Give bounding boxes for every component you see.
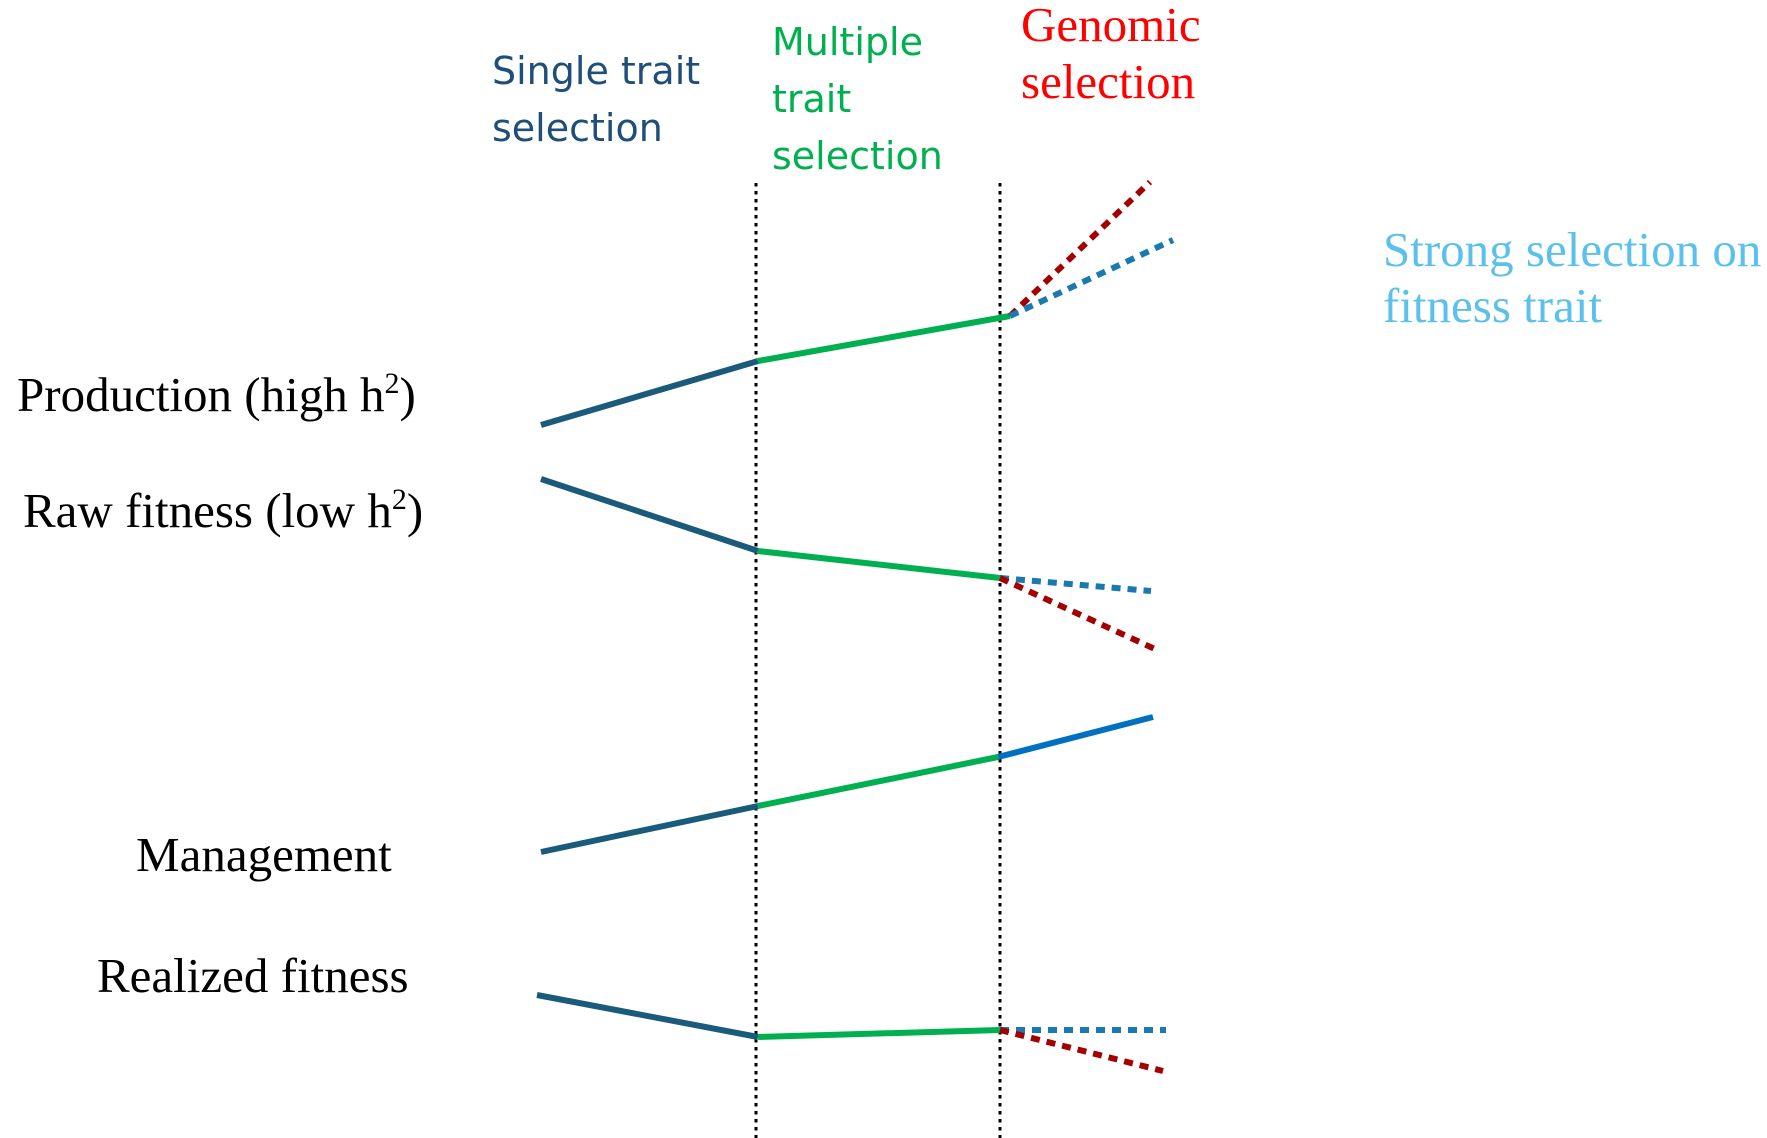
annotation-line-1: Strong selection on xyxy=(1383,222,1761,277)
label-production-sup: 2 xyxy=(384,367,399,400)
annotation-line-2: fitness trait xyxy=(1383,278,1602,333)
label-raw-fitness-close: ) xyxy=(407,483,423,538)
management-segment-genomic xyxy=(997,714,1154,760)
label-production: Production (high h2) xyxy=(17,367,416,422)
label-raw-fitness: Raw fitness (low h2) xyxy=(23,483,423,538)
header-genomic: Genomic selection xyxy=(1021,0,1213,109)
annotation-strong-selection: Strong selection on fitness trait xyxy=(1383,222,1767,333)
realized-fitness-segment-multiple xyxy=(757,1027,1001,1040)
production-segment-multiple xyxy=(757,313,1011,364)
label-management: Management xyxy=(136,827,392,882)
label-raw-fitness-sup: 2 xyxy=(392,483,407,516)
header-genomic-line-2: selection xyxy=(1021,54,1195,109)
header-single-trait: Single trait selection xyxy=(492,49,712,150)
realized-fitness-segment-single xyxy=(536,992,759,1040)
header-multiple-line-3: selection xyxy=(772,134,943,178)
management-segment-multiple xyxy=(757,754,999,809)
realized-fitness-genomic-red xyxy=(999,1027,1164,1074)
production-genomic-red xyxy=(1007,179,1153,319)
production-segment-single xyxy=(540,358,759,428)
label-raw-fitness-text: Raw fitness (low h xyxy=(23,483,392,538)
header-single-line-1: Single trait xyxy=(492,49,700,93)
header-multiple-trait: Multiple trait selection xyxy=(772,20,943,178)
raw-fitness-segment-multiple xyxy=(757,548,1001,581)
raw-fitness-genomic-blue xyxy=(999,575,1152,594)
header-single-line-2: selection xyxy=(492,106,663,150)
header-multiple-line-2: trait xyxy=(772,77,851,121)
raw-fitness-genomic-red xyxy=(998,575,1159,653)
production-genomic-blue xyxy=(1008,237,1175,319)
header-genomic-line-1: Genomic xyxy=(1021,0,1201,52)
label-production-text: Production (high h xyxy=(17,367,384,422)
management-segment-single xyxy=(540,803,759,855)
label-realized-fitness: Realized fitness xyxy=(97,948,409,1003)
raw-fitness-segment-single xyxy=(540,476,759,554)
label-production-close: ) xyxy=(399,367,415,422)
header-multiple-line-1: Multiple xyxy=(772,20,923,64)
